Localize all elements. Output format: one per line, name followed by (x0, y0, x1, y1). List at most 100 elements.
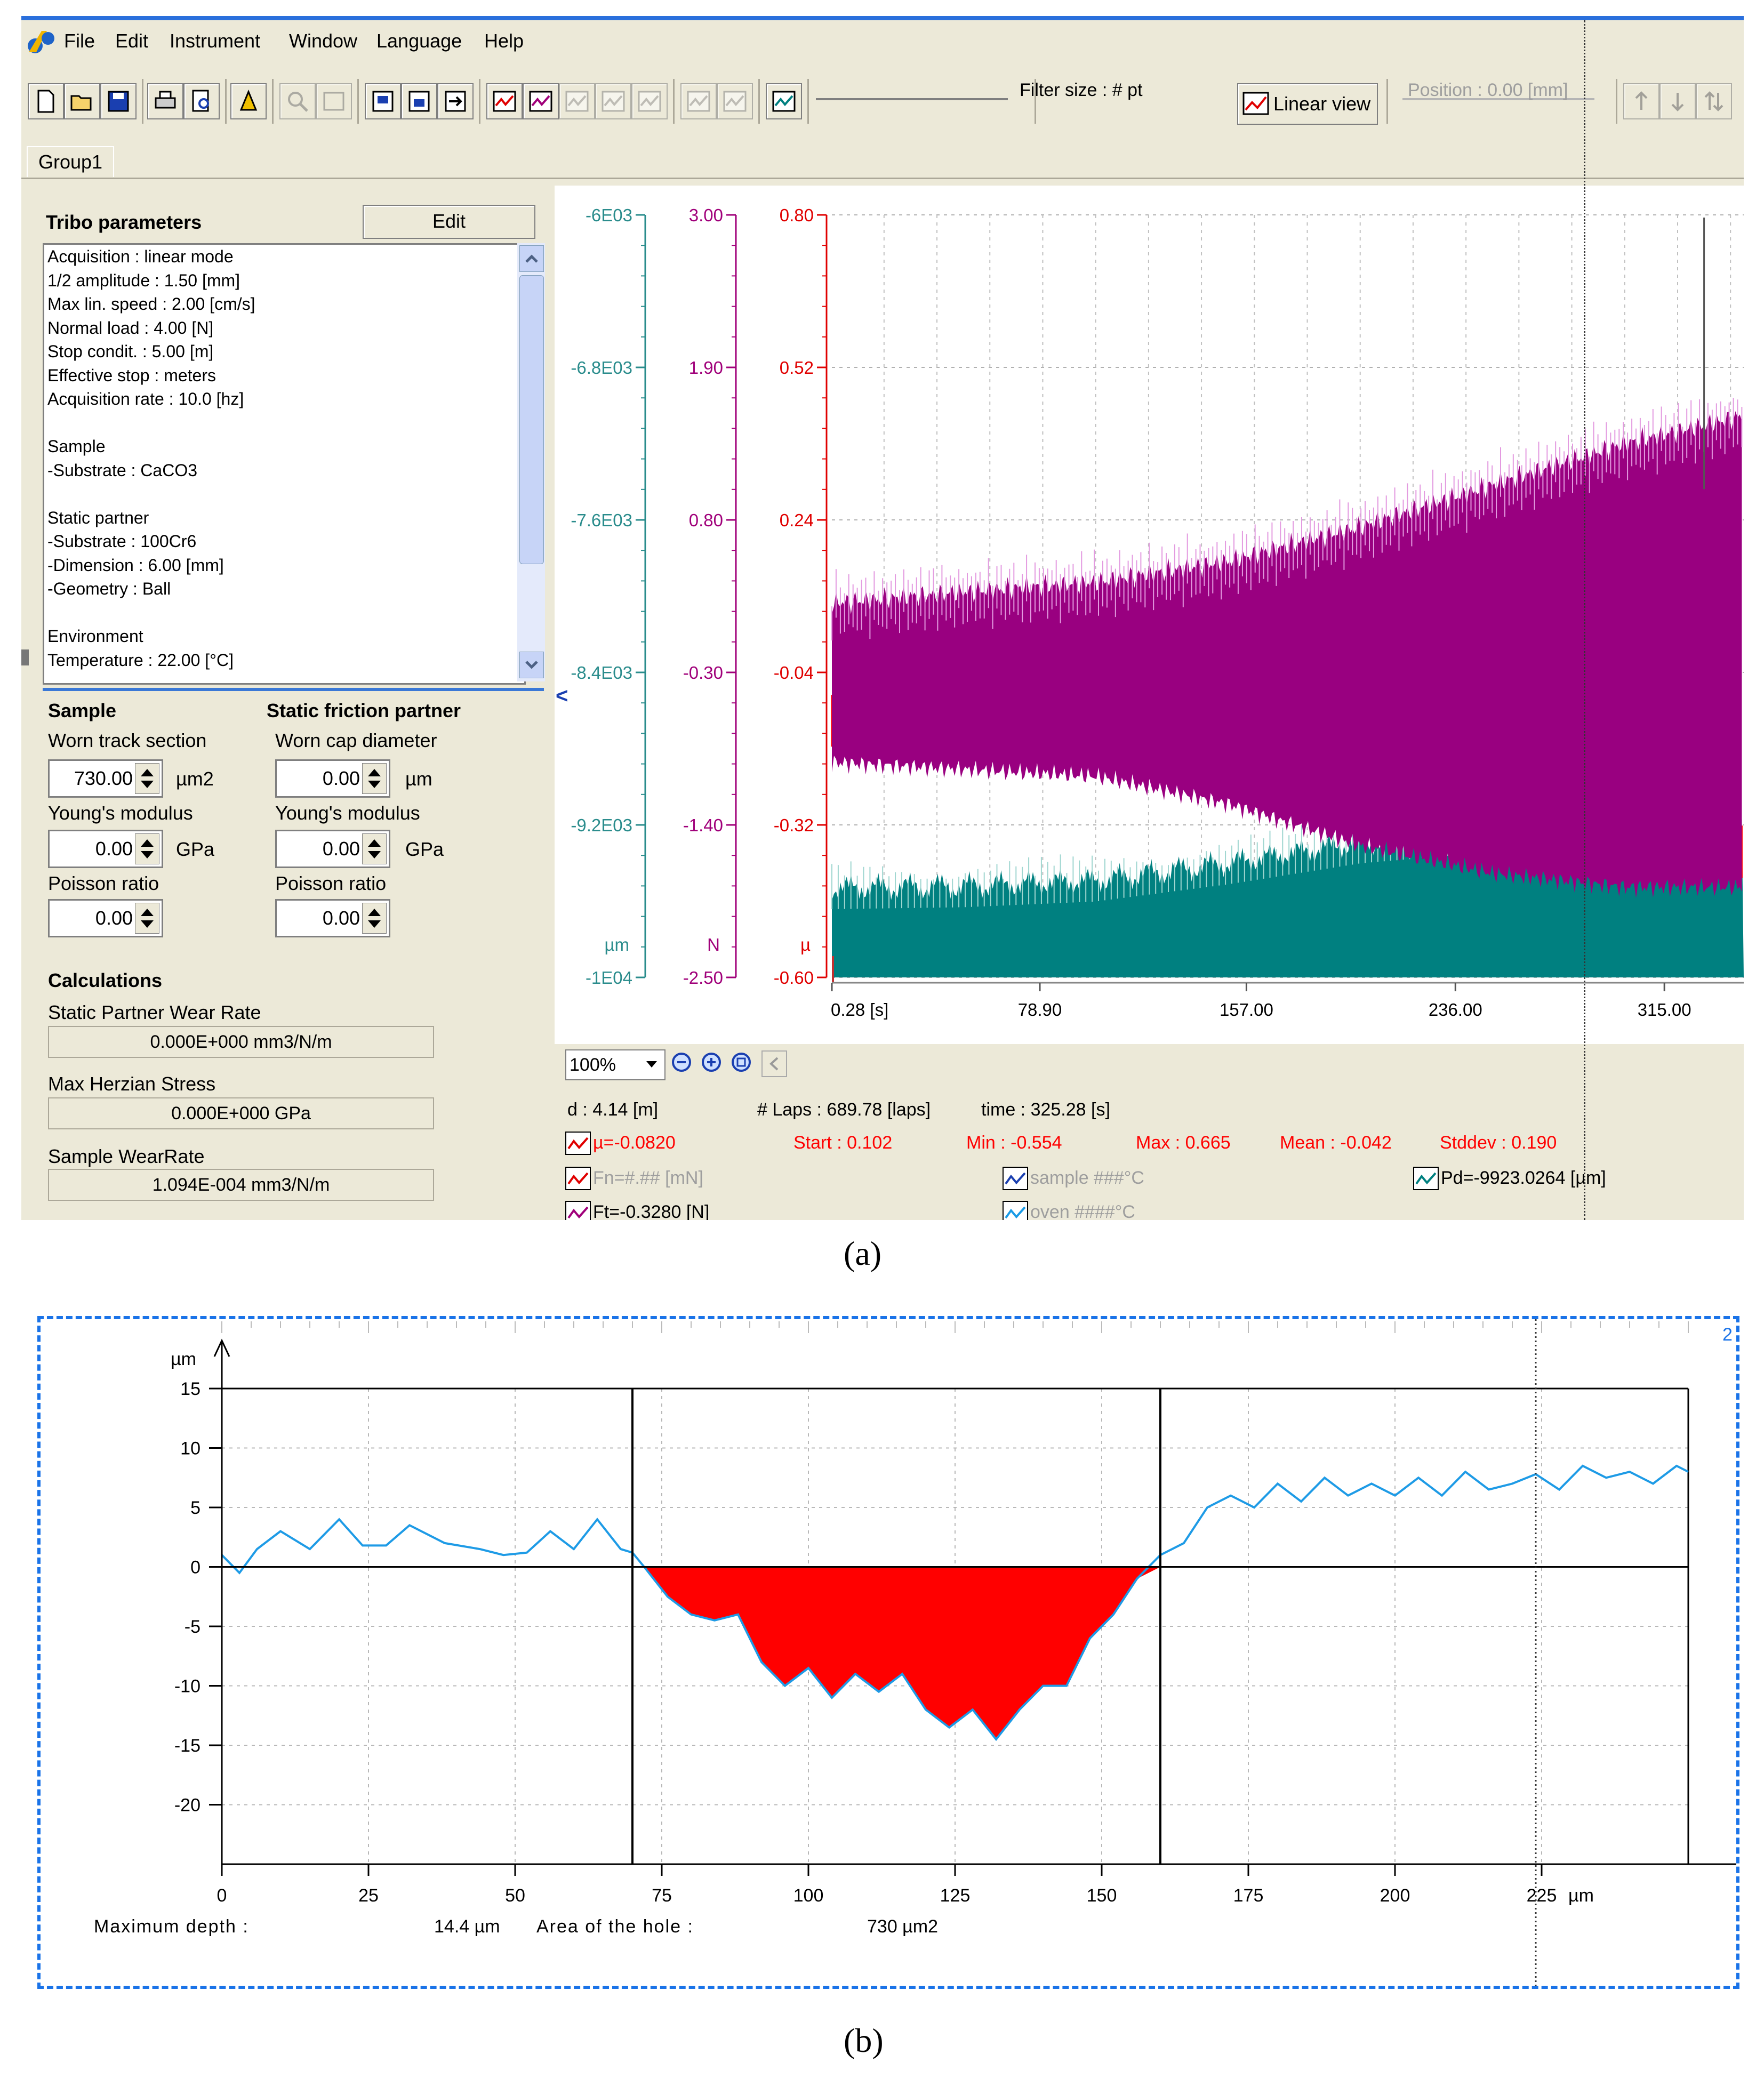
panel-grip-icon[interactable] (21, 649, 29, 665)
position-label: Position : 0.00 [mm] (1408, 80, 1568, 100)
move-both-button[interactable] (1696, 83, 1732, 119)
n-axis-tick-label: -1.40 (683, 815, 723, 835)
x-tick-label: 75 (652, 1886, 672, 1906)
tab-group1[interactable]: Group1 (27, 146, 115, 177)
zoom-out-icon[interactable] (670, 1050, 696, 1077)
stddev-readout: Stddev : 0.190 (1440, 1133, 1557, 1153)
x-tick-label: 78.90 (1018, 1000, 1062, 1020)
spin-arrows-icon[interactable] (135, 903, 159, 934)
move-up-button[interactable] (1623, 83, 1659, 119)
sample-young-input[interactable]: 0.00 (48, 830, 163, 868)
oven-temp-legend-icon[interactable] (1003, 1201, 1028, 1220)
tribo-line: 1/2 amplitude : 1.50 [mm] (47, 270, 240, 290)
curve-3-button[interactable] (559, 83, 595, 119)
scroll-down-button[interactable] (519, 652, 544, 678)
curve-disabled-icon (565, 91, 589, 112)
curve-disabled-icon (602, 91, 625, 112)
print-preview-button[interactable] (183, 83, 220, 119)
um-axis-tick-label: -8.4E03 (571, 663, 632, 683)
curve-red-button[interactable] (486, 83, 523, 119)
y-tick-label: 10 (180, 1439, 201, 1459)
spin-arrows-icon[interactable] (362, 763, 387, 794)
ft-legend-icon[interactable] (565, 1201, 591, 1220)
position-slider[interactable] (1402, 98, 1594, 100)
sample-poisson-value: 0.00 (95, 907, 133, 929)
graph-c-button[interactable] (437, 83, 474, 119)
mu-legend-icon[interactable] (565, 1132, 591, 1155)
mu-axis-tick-label: -0.60 (774, 968, 814, 988)
y-unit-label: µm (171, 1349, 196, 1369)
spin-arrows-icon[interactable] (362, 903, 387, 934)
instrument-button[interactable] (230, 83, 267, 119)
new-file-button[interactable] (28, 83, 64, 119)
tribo-line: Sample (47, 437, 106, 456)
scroll-up-button[interactable] (519, 245, 544, 272)
tribo-line: Static partner (47, 508, 149, 527)
graph-b-button[interactable] (401, 83, 437, 119)
tribometer-window: File Edit Instrument Window Language Hel… (21, 16, 1744, 1220)
zoom-in-icon[interactable] (700, 1050, 726, 1077)
menu-file[interactable]: File (64, 30, 95, 52)
signal-chart: -6E03 -6.8E03 -7.6E03 -8.4E03 -9.2E03 -1E04 µm… (555, 186, 1744, 1044)
oven-temp-readout: oven ####°C (1030, 1202, 1135, 1220)
sample-poisson-input[interactable]: 0.00 (48, 899, 163, 937)
pd-legend-icon[interactable] (1413, 1167, 1439, 1190)
filter-size-label: Filter size : # pt (1020, 80, 1143, 100)
sample-wear-label: Sample WearRate (48, 1145, 205, 1167)
splitter-bar[interactable] (43, 688, 544, 691)
min-readout: Min : -0.554 (966, 1133, 1062, 1153)
curve-6-button[interactable] (680, 83, 717, 119)
partner-poisson-input[interactable]: 0.00 (275, 899, 390, 937)
tribo-scrollbar[interactable] (517, 243, 545, 681)
zoom-select[interactable]: 100% (565, 1049, 665, 1080)
curve-teal-button[interactable] (766, 83, 802, 119)
edit-button[interactable]: Edit (363, 205, 535, 239)
caption-a: (a) (844, 1234, 882, 1272)
arrow-down-icon (1671, 93, 1684, 111)
curve-7-button[interactable] (717, 83, 753, 119)
x-tick-label: 236.00 (1429, 1000, 1482, 1020)
hole-area (632, 1567, 1160, 1739)
graph-a-button[interactable] (365, 83, 401, 119)
linear-view-button[interactable]: Linear view (1237, 83, 1378, 125)
zoom-fit-icon[interactable] (729, 1050, 756, 1077)
menu-window[interactable]: Window (289, 30, 358, 52)
menu-language[interactable]: Language (376, 30, 462, 52)
y-tick-label: -5 (185, 1617, 201, 1637)
max-depth-value: 14.4 µm (434, 1916, 500, 1937)
menu-edit[interactable]: Edit (115, 30, 149, 52)
curve-5-button[interactable] (631, 83, 668, 119)
filter-slider[interactable] (816, 98, 1008, 100)
zoom-window-button[interactable] (316, 83, 352, 119)
move-down-button[interactable] (1659, 83, 1696, 119)
open-button[interactable] (64, 83, 100, 119)
curve-4-button[interactable] (595, 83, 631, 119)
n-axis-tick-label: -2.50 (683, 968, 723, 988)
cursor-line[interactable] (1584, 20, 1585, 1220)
print-button[interactable] (147, 83, 183, 119)
partner-young-input[interactable]: 0.00 (275, 830, 390, 868)
spin-arrows-icon[interactable] (362, 833, 387, 864)
worn-track-input[interactable]: 730.00 (48, 759, 163, 798)
ft-readout: Ft=-0.3280 [N] (593, 1202, 710, 1220)
static-wear-value: 0.000E+000 mm3/N/m (48, 1026, 434, 1058)
toolbar (21, 67, 1744, 138)
area-value: 730 µm2 (867, 1916, 938, 1937)
fn-legend-icon[interactable] (565, 1167, 591, 1190)
worn-cap-input[interactable]: 0.00 (275, 759, 390, 798)
tribo-parameters-text[interactable]: Acquisition : linear mode 1/2 amplitude :… (43, 243, 526, 685)
status-area: 100% d : 4.14 [m] # Laps : 689.78 [laps]… (555, 1044, 1744, 1220)
menu-instrument[interactable]: Instrument (170, 30, 261, 52)
menu-bar: File Edit Instrument Window Language Hel… (21, 20, 1744, 60)
scroll-thumb[interactable] (519, 275, 544, 564)
save-button[interactable] (100, 83, 137, 119)
menu-help[interactable]: Help (484, 30, 524, 52)
zoom-button[interactable] (279, 83, 316, 119)
spin-arrows-icon[interactable] (135, 763, 159, 794)
spin-arrows-icon[interactable] (135, 833, 159, 864)
caption-b: (b) (844, 2021, 884, 2059)
sample-temp-legend-icon[interactable] (1003, 1167, 1028, 1190)
zoom-value: 100% (570, 1055, 616, 1075)
curve-purple-button[interactable] (523, 83, 559, 119)
scroll-left-icon[interactable] (761, 1050, 787, 1077)
